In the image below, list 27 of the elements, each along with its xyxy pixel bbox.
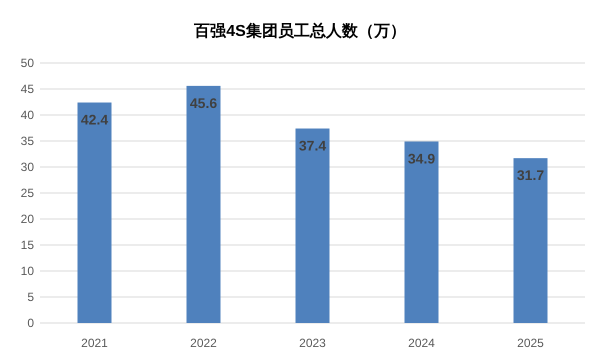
data-label: 42.4 [80,112,108,128]
y-tick-label: 0 [27,316,34,330]
data-label: 37.4 [298,138,326,154]
y-tick-label: 45 [20,82,34,96]
x-tick-label: 2025 [517,336,544,350]
y-tick-label: 35 [20,134,34,148]
y-tick-label: 50 [20,56,34,70]
chart-title: 百强4S集团员工总人数（万） [193,22,406,40]
data-label: 31.7 [516,167,544,184]
bar [514,158,548,323]
bar [404,142,438,323]
x-tick-label: 2024 [408,336,436,350]
x-tick-label: 2021 [81,336,108,350]
x-tick-label: 2022 [190,336,218,350]
y-tick-label: 30 [20,160,34,174]
data-label: 45.6 [190,94,218,111]
bar [296,128,330,323]
data-label: 34.9 [408,150,436,167]
y-tick-label: 10 [20,264,34,278]
y-tick-label: 20 [20,212,34,226]
y-tick-label: 5 [27,290,34,304]
bar [78,102,112,323]
y-tick-label: 40 [20,108,34,122]
x-tick-label: 2023 [299,336,326,350]
y-tick-label: 15 [20,238,34,252]
y-tick-label: 25 [20,186,34,200]
bar [186,86,220,323]
